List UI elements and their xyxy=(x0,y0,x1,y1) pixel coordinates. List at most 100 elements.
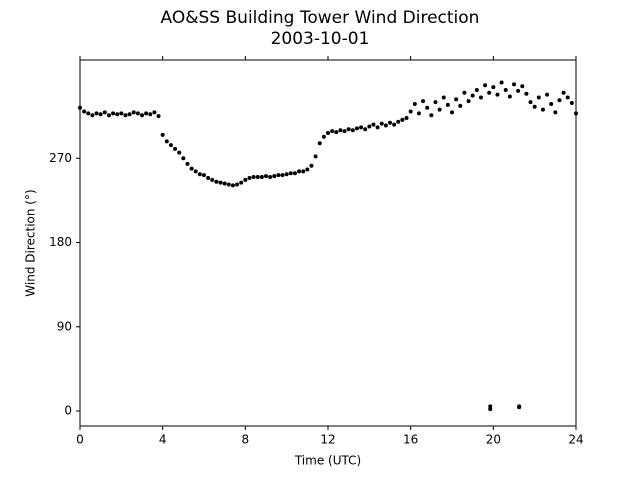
data-point xyxy=(272,174,277,179)
data-point xyxy=(549,101,554,106)
data-point xyxy=(119,111,124,116)
data-point xyxy=(86,111,91,116)
y-tick-label: 0 xyxy=(64,404,72,418)
data-point xyxy=(230,183,235,188)
data-point xyxy=(135,111,140,116)
data-point xyxy=(536,95,541,100)
data-point xyxy=(512,82,516,87)
data-point xyxy=(330,129,335,134)
data-point xyxy=(326,131,330,136)
data-point xyxy=(545,92,550,97)
data-point xyxy=(106,113,111,118)
data-point xyxy=(243,177,248,182)
chart-title: AO&SS Building Tower Wind Direction xyxy=(161,8,480,28)
data-point xyxy=(90,113,95,118)
x-tick-label: 12 xyxy=(320,433,335,447)
data-point xyxy=(202,173,206,178)
data-point xyxy=(483,83,488,88)
data-point xyxy=(462,90,467,95)
data-point xyxy=(421,99,426,104)
data-point xyxy=(127,112,132,117)
x-tick-label: 8 xyxy=(242,433,250,447)
data-point xyxy=(214,179,219,184)
x-tick-label: 4 xyxy=(159,433,167,447)
data-point xyxy=(487,90,492,95)
data-point xyxy=(131,110,136,115)
data-point xyxy=(557,98,562,103)
data-point xyxy=(528,100,533,105)
data-point xyxy=(98,112,103,117)
data-point xyxy=(450,110,454,115)
data-point xyxy=(388,120,392,125)
data-point xyxy=(540,107,545,112)
data-point xyxy=(383,123,388,128)
data-point xyxy=(553,110,558,115)
data-point xyxy=(425,105,430,110)
data-point xyxy=(458,103,463,108)
data-point xyxy=(338,128,343,133)
data-point xyxy=(185,161,190,166)
data-point xyxy=(488,407,493,412)
data-point xyxy=(313,154,318,159)
data-point xyxy=(478,95,483,100)
data-point xyxy=(255,175,260,180)
data-point xyxy=(123,113,128,118)
data-point xyxy=(239,180,244,185)
data-point xyxy=(197,172,202,177)
data-point xyxy=(517,405,522,410)
data-point xyxy=(210,177,215,182)
data-point xyxy=(416,111,421,116)
y-tick-label: 270 xyxy=(49,151,72,165)
data-point xyxy=(565,95,570,100)
data-point xyxy=(488,404,493,409)
data-point xyxy=(503,87,508,92)
data-point xyxy=(350,128,355,133)
data-point xyxy=(491,85,496,90)
data-point xyxy=(569,101,574,106)
data-point xyxy=(111,111,116,116)
data-point xyxy=(78,105,82,110)
data-point xyxy=(160,132,165,137)
x-axis-label: Time (UTC) xyxy=(294,454,361,468)
data-point xyxy=(433,100,438,105)
data-point xyxy=(379,121,384,126)
data-point xyxy=(189,166,194,171)
data-point xyxy=(218,180,223,185)
data-point xyxy=(454,97,459,102)
data-point xyxy=(156,114,161,119)
data-point xyxy=(499,80,504,85)
x-tick-label: 16 xyxy=(403,433,418,447)
data-point xyxy=(152,110,157,115)
data-point xyxy=(524,91,529,96)
data-point xyxy=(222,181,227,186)
data-point xyxy=(102,110,107,115)
y-tick-label: 180 xyxy=(49,235,72,249)
data-point xyxy=(305,167,310,172)
data-point xyxy=(259,175,264,180)
data-point xyxy=(474,87,479,92)
data-point xyxy=(301,169,306,174)
data-point xyxy=(235,182,240,187)
data-point xyxy=(363,127,368,132)
data-point xyxy=(251,175,256,180)
data-point xyxy=(507,94,512,99)
data-point xyxy=(193,169,198,174)
data-point xyxy=(396,119,401,124)
x-tick-label: 0 xyxy=(76,433,84,447)
data-point xyxy=(429,113,434,118)
data-point xyxy=(288,171,293,176)
data-point xyxy=(367,124,372,129)
data-point xyxy=(516,88,521,93)
data-point xyxy=(284,172,289,177)
chart-subtitle: 2003-10-01 xyxy=(271,29,370,49)
data-point xyxy=(445,102,450,107)
data-point xyxy=(520,84,525,89)
data-point xyxy=(495,92,500,97)
data-point xyxy=(470,93,475,98)
data-point xyxy=(317,141,322,146)
data-point xyxy=(276,173,281,178)
data-point xyxy=(264,174,268,179)
data-point xyxy=(173,146,178,151)
data-point xyxy=(404,116,409,121)
